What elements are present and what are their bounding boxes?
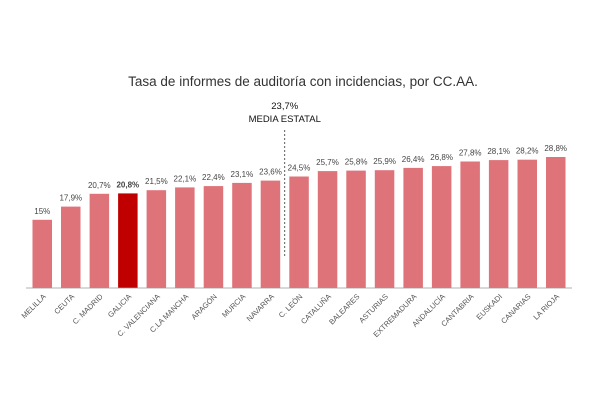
value-label-extremadura: 26,4% — [402, 155, 425, 164]
bars — [32, 157, 566, 289]
value-label-la-rioja: 28,8% — [544, 144, 567, 153]
value-label-galicia: 20,8% — [116, 180, 139, 189]
value-label-cantabria: 27,8% — [459, 149, 482, 158]
bar-ceuta — [61, 206, 81, 288]
category-label-la-rioja: LA RIOJA — [531, 292, 561, 322]
bar-euskadi — [488, 160, 509, 288]
bar-galicia — [118, 193, 138, 288]
bar-navarra — [260, 180, 281, 288]
bar-aragon — [203, 186, 224, 288]
bar-baleares — [346, 170, 366, 288]
category-label-navarra: NAVARRA — [245, 292, 276, 323]
value-label-c-la-mancha: 22,1% — [174, 174, 197, 183]
category-label-c-madrid: C. MADRID — [71, 292, 105, 326]
value-labels: 15% 17,9% 20,7% 20,8% 21,5% 22,1% 22,4% 23,1% 23… — [34, 144, 567, 216]
bar-canarias — [517, 159, 537, 288]
value-label-canarias: 28,2% — [516, 147, 539, 156]
bar-la-rioja — [546, 157, 566, 288]
bar-cataluna — [317, 171, 338, 288]
category-label-canarias: CANARIAS — [499, 292, 532, 325]
bar-extremadura — [403, 167, 423, 288]
category-label-galicia: GALICIA — [106, 292, 133, 319]
bar-andalucia — [431, 166, 452, 288]
value-label-asturias: 25,9% — [373, 157, 396, 166]
bar-c-leon — [289, 176, 309, 288]
value-label-ceuta: 17,9% — [59, 194, 82, 203]
value-label-murcia: 23,1% — [231, 170, 254, 179]
value-label-euskadi: 28,1% — [487, 147, 510, 156]
bar-asturias — [374, 170, 395, 288]
value-label-c-madrid: 20,7% — [88, 181, 111, 190]
category-label-baleares: BALEARES — [327, 292, 361, 326]
value-label-c-leon: 24,5% — [288, 164, 311, 173]
category-label-ceuta: CEUTA — [52, 292, 76, 316]
category-label-murcia: MURCIA — [220, 292, 247, 319]
bar-cantabria — [460, 161, 480, 288]
value-label-cataluna: 25,7% — [316, 158, 339, 167]
bar-c-la-mancha — [175, 187, 195, 288]
value-label-aragon: 22,4% — [202, 173, 225, 182]
value-label-baleares: 25,8% — [345, 158, 368, 167]
bar-murcia — [232, 182, 252, 288]
average-value-label: 23,7% — [271, 101, 298, 112]
category-label-aragon: ARAGÓN — [189, 292, 218, 321]
value-label-andalucia: 26,8% — [430, 153, 453, 162]
bar-melilla — [32, 219, 52, 289]
chart-title: Tasa de informes de auditoría con incide… — [128, 74, 478, 89]
bar-c-madrid — [89, 193, 110, 288]
category-label-c-leon: C. LEÓN — [277, 292, 305, 320]
value-label-c-valenciana: 21,5% — [145, 177, 168, 186]
category-label-melilla: MELILLA — [20, 292, 48, 320]
value-label-melilla: 15% — [34, 207, 50, 216]
value-label-navarra: 23,6% — [259, 168, 282, 177]
bar-c-valenciana — [146, 190, 167, 288]
average-label: MEDIA ESTATAL — [249, 114, 321, 125]
